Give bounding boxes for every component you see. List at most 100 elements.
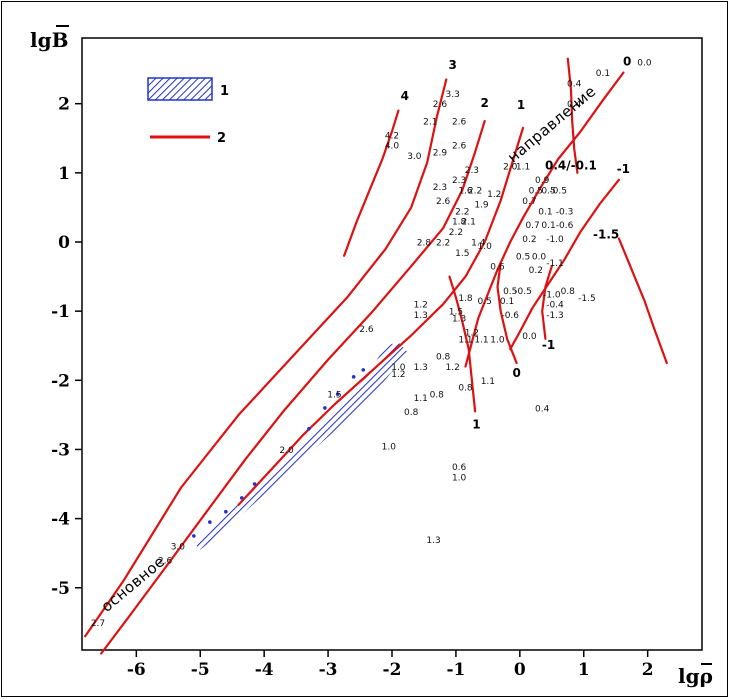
value-annotation: 2.6 [158,557,173,567]
value-annotation: 0.5 [516,252,530,262]
value-annotation: 1.1 [458,335,472,345]
curve-line [566,57,579,174]
value-annotation: 1.0 [490,335,505,345]
data-dot [323,406,327,410]
value-annotation: 2.3 [452,176,466,186]
value-annotation: 1.3 [426,536,440,546]
value-annotation: -0.5 [549,187,567,197]
value-annotation: 0.4 [567,79,582,89]
value-annotation: 0.0 [637,59,652,69]
value-annotation: 1.2 [414,301,428,311]
data-dot [361,368,366,372]
value-annotation: 2.6 [452,142,467,152]
value-annotation: 1.8 [452,218,467,228]
value-annotation: 4.0 [385,142,400,152]
y-tick-label: -1 [51,302,70,322]
value-annotation: 1.3 [414,363,428,373]
value-annotation: 0.8 [561,287,576,297]
value-annotation: 1.6 [458,187,473,197]
value-annotation: 0.5 [541,187,555,197]
legend-label: 1 [220,84,229,99]
curves-layer: 4 3 2 1 0 -1 -1.5 1 0 -1 0.4/-0.1 [84,55,668,655]
value-annotation: 0.6 [452,463,467,473]
value-annotation: 1.4 [471,238,486,248]
data-dot [335,392,340,396]
curve-line [237,126,525,506]
value-annotation: 2.6 [452,117,467,127]
value-annotation: -1.0 [543,290,561,300]
value-annotation: 0.5 [478,297,492,307]
dots-layer [192,368,366,538]
annotation-layer: 0.00.10.40.43.32.62.1 2.64.24.02.92.63.02… [91,59,652,629]
curve-label: 4 [401,89,409,103]
x-tick-label: -4 [255,660,274,680]
value-annotation: 1.1 [474,335,488,345]
value-annotation: 3.0 [407,152,422,162]
legend-label: 2 [217,131,226,146]
value-annotation: 2.9 [433,149,448,159]
data-dot [307,426,311,431]
curve-line [617,237,668,365]
value-annotation: -1.3 [546,311,564,321]
value-annotation: 1.0 [391,363,406,373]
curve-label: -1.5 [593,228,619,242]
legend: 12 [147,77,229,146]
value-annotation: 1.3 [452,315,466,325]
y-tick-label: -5 [51,579,70,599]
value-annotation: -1.1 [546,259,564,269]
value-annotation: 0.9 [535,176,550,186]
value-annotation: 1.8 [458,294,473,304]
value-annotation: 3.3 [446,90,460,100]
value-annotation: 0.6 [490,263,505,273]
curve-line [100,119,486,655]
value-annotation: 4.2 [385,131,399,141]
curve-label: 0.4/-0.1 [545,158,597,172]
curve-label: 1 [517,98,525,112]
value-annotation: 3.0 [171,543,186,553]
curve-line [509,178,620,351]
value-annotation: 2.6 [436,197,451,207]
x-tick-label: -3 [319,660,338,680]
value-annotation: 1.1 [481,377,495,387]
value-annotation: -1.5 [578,294,596,304]
curve-line [464,71,625,368]
value-annotation: 2.8 [417,238,432,248]
value-annotation: 1.5 [449,308,463,318]
value-annotation: 1.1 [414,394,428,404]
value-annotation: 0.0 [532,252,547,262]
y-tick-label: 2 [58,95,70,115]
curve-line [496,261,518,365]
value-annotation: 2.3 [465,166,479,176]
y-axis-title: lgB [30,28,69,52]
value-annotation: 2.7 [91,619,105,629]
curve-line [84,78,448,638]
x-tick-label: 0 [514,660,526,680]
value-annotation: 0.0 [522,332,537,342]
value-annotation: 1.5 [455,249,469,259]
value-annotation: 2.2 [436,238,450,248]
value-annotation: -0.3 [556,207,574,217]
value-annotation: 2.1 [423,117,437,127]
value-annotation: 1.2 [391,370,405,380]
value-annotation: -0.6 [556,221,574,231]
data-dot [351,375,356,379]
y-tick-label: -4 [51,510,70,530]
value-annotation: 0.8 [436,353,451,363]
value-annotation: 2.0 [279,446,294,456]
value-annotation: 1.9 [474,200,489,210]
value-annotation: 2.2 [455,207,469,217]
value-annotation: 2.1 [462,218,476,228]
value-annotation: 2.6 [359,325,374,335]
y-tick-label: -2 [51,371,70,391]
curve-line [541,265,553,340]
value-annotation: 0.8 [458,384,473,394]
x-tick-label: -2 [383,660,402,680]
value-annotation: 0.2 [529,266,543,276]
value-annotation: 1.0 [478,242,493,252]
curve-line [448,275,477,413]
curve-label: 3 [449,58,457,72]
value-annotation: 2.2 [449,228,463,238]
value-annotation: 0.1 [541,221,555,231]
value-annotation: 1.2 [446,363,460,373]
value-annotation: -0.5 [514,287,532,297]
